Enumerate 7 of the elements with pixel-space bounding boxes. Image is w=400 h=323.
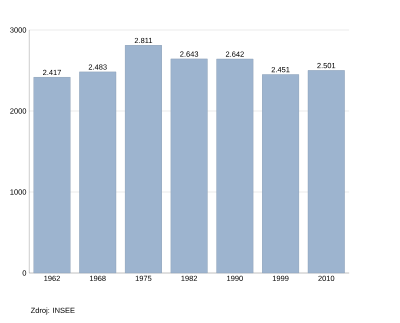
bar — [34, 77, 70, 274]
bar — [216, 58, 254, 274]
bar — [262, 74, 300, 274]
bar — [170, 58, 208, 274]
bar — [308, 70, 345, 274]
bar — [124, 45, 162, 274]
bar — [79, 72, 116, 274]
